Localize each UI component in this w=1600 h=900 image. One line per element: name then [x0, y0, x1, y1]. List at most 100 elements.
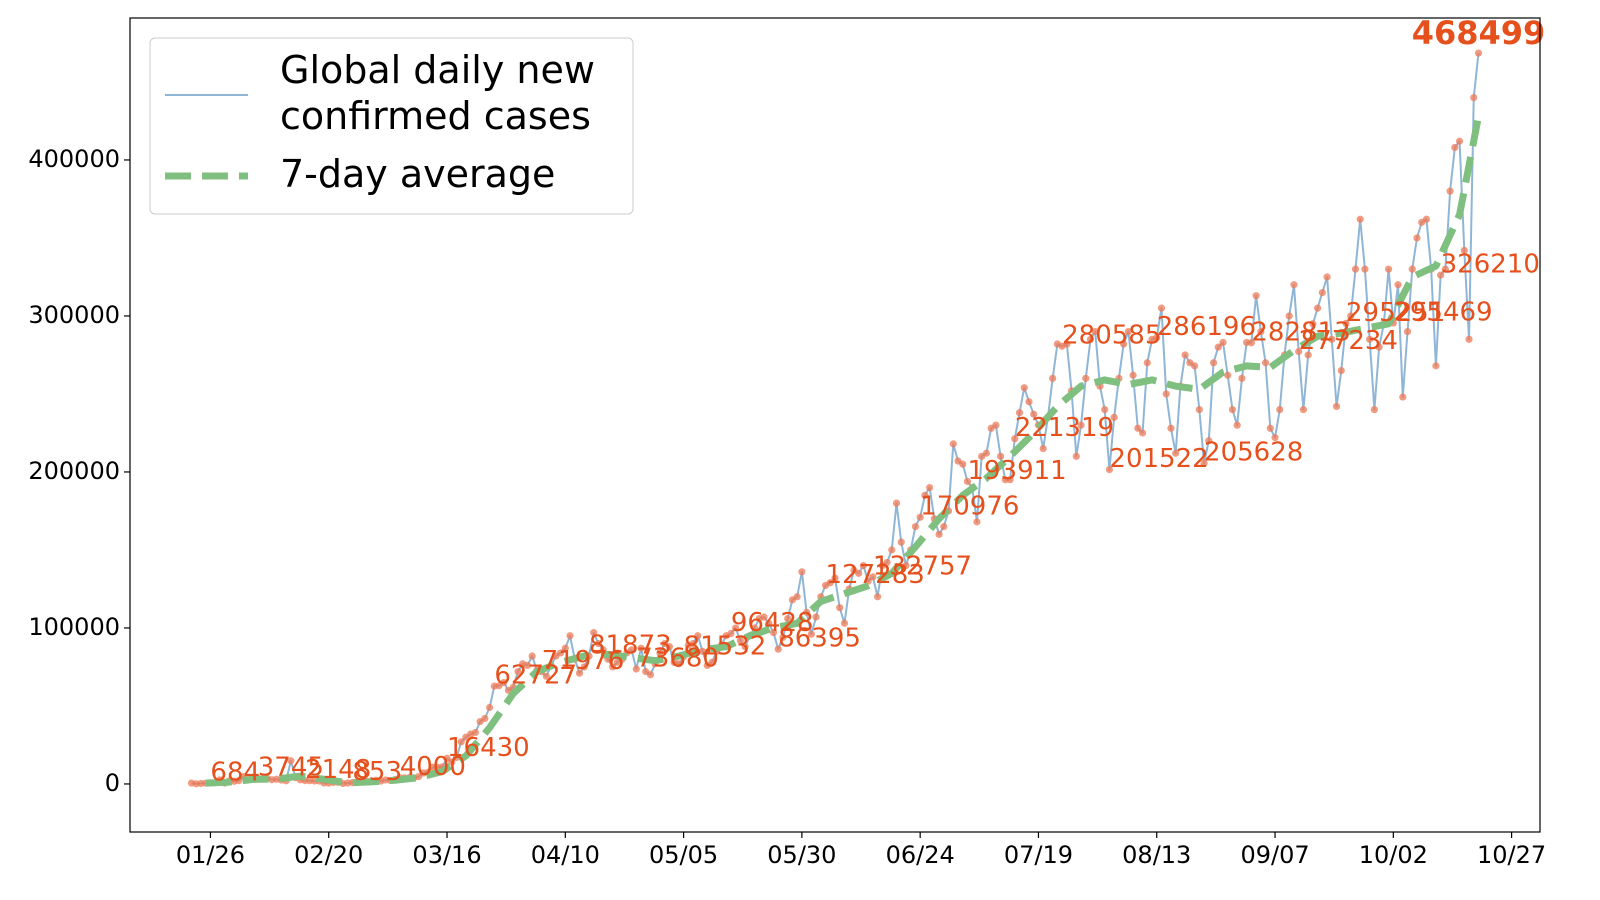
- data-point: [774, 645, 782, 653]
- x-tick-label: 01/26: [176, 841, 245, 869]
- data-label: 280585: [1062, 321, 1161, 351]
- data-label: 286196: [1157, 312, 1256, 342]
- data-point: [1138, 429, 1147, 437]
- data-point: [1190, 362, 1199, 370]
- data-point: [1091, 327, 1099, 336]
- data-label: 295251: [1346, 298, 1445, 328]
- data-point: [1309, 320, 1317, 328]
- data-point: [694, 632, 702, 640]
- x-tick-label: 03/16: [412, 841, 481, 869]
- data-point: [1233, 421, 1241, 429]
- data-label: 282813: [1251, 317, 1350, 347]
- data-point: [528, 652, 536, 660]
- y-tick-label: 100000: [28, 613, 120, 641]
- data-label: 127283: [826, 560, 925, 590]
- y-tick-label: 200000: [28, 457, 120, 485]
- data-point: [892, 499, 901, 507]
- data-point: [287, 757, 295, 765]
- x-tick-label: 05/05: [649, 841, 718, 869]
- data-point: [1314, 304, 1322, 312]
- x-tick-label: 08/13: [1122, 841, 1191, 869]
- data-point: [1347, 312, 1355, 320]
- data-label: 16430: [447, 733, 530, 763]
- data-point: [1124, 327, 1132, 336]
- data-point: [500, 678, 508, 687]
- data-point: [1224, 371, 1232, 379]
- data-point: [1437, 271, 1445, 279]
- data-point: [1332, 402, 1341, 411]
- data-point: [1261, 359, 1270, 367]
- data-point: [959, 460, 967, 468]
- data-label: 193911: [967, 456, 1066, 486]
- data-point: [1195, 405, 1203, 414]
- data-point: [1361, 265, 1369, 273]
- data-label: 73680: [636, 644, 719, 674]
- data-point: [1285, 312, 1293, 320]
- data-label: 62727: [494, 661, 577, 691]
- data-point: [1086, 335, 1095, 343]
- x-tick-label: 04/10: [531, 841, 600, 869]
- data-label: 4000: [400, 752, 466, 782]
- data-point: [840, 619, 849, 627]
- data-point: [1015, 409, 1024, 417]
- data-point: [542, 672, 550, 680]
- data-point: [741, 643, 749, 651]
- data-point: [1276, 405, 1284, 414]
- data-label: 96428: [731, 608, 814, 638]
- data-point: [1077, 421, 1085, 429]
- data-point: [1337, 366, 1345, 375]
- data-point: [1205, 437, 1213, 445]
- data-point: [727, 629, 735, 638]
- data-point: [921, 491, 929, 499]
- data-label: 221319: [1015, 413, 1114, 443]
- data-point: [963, 477, 972, 486]
- data-point: [698, 647, 707, 655]
- data-point: [1157, 304, 1166, 312]
- legend-label-line: Global daily new: [280, 48, 595, 92]
- data-point: [1120, 340, 1128, 348]
- data-point: [736, 636, 744, 645]
- data-point: [1181, 351, 1189, 359]
- y-tick-label: 0: [105, 769, 120, 797]
- data-point: [1304, 351, 1312, 359]
- data-point: [873, 593, 882, 601]
- data-point: [750, 624, 759, 632]
- data-label: 170976: [920, 492, 1019, 522]
- data-point: [732, 624, 740, 632]
- data-point: [1465, 335, 1473, 343]
- legend-label: Global daily new confirmed cases: [280, 48, 595, 138]
- data-point: [1072, 452, 1080, 460]
- y-tick-label: 300000: [28, 301, 120, 329]
- x-tick-label: 07/19: [1004, 841, 1073, 869]
- data-point: [1384, 265, 1393, 273]
- data-point: [803, 608, 811, 616]
- data-point: [1020, 384, 1028, 392]
- data-point: [1039, 444, 1047, 453]
- plot-frame: [129, 17, 1541, 833]
- data-point: [916, 513, 924, 521]
- data-point: [452, 753, 461, 762]
- data-point: [1247, 339, 1255, 347]
- data-point: [1295, 347, 1303, 356]
- data-point: [556, 649, 565, 657]
- data-point: [1209, 359, 1218, 367]
- legend-box: [149, 37, 634, 215]
- average-line: [205, 115, 1482, 787]
- data-label: 81873: [589, 631, 672, 661]
- x-tick-label: 05/30: [767, 841, 836, 869]
- data-point: [1257, 327, 1265, 336]
- data-point: [807, 630, 815, 638]
- data-point: [1105, 465, 1114, 474]
- data-point: [656, 649, 664, 657]
- data-point: [1342, 319, 1350, 327]
- data-point: [523, 661, 532, 669]
- data-point: [902, 561, 910, 570]
- data-point: [826, 579, 834, 587]
- data-point: [1441, 265, 1449, 273]
- data-point: [1403, 327, 1412, 336]
- data-point: [1432, 362, 1440, 370]
- data-point: [594, 639, 603, 648]
- data-point: [1323, 273, 1331, 281]
- data-point: [1271, 434, 1279, 442]
- data-point: [765, 619, 773, 627]
